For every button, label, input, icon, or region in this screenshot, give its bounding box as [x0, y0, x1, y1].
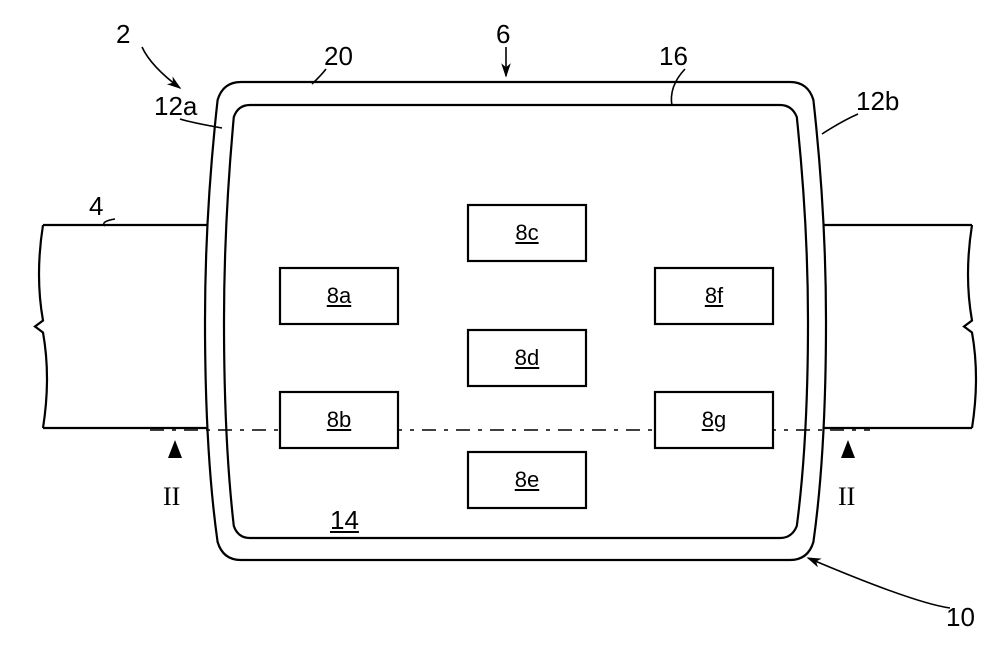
- section-marker: II: [838, 482, 855, 512]
- block-a: [280, 268, 398, 324]
- section-marker: II: [163, 482, 180, 512]
- block-f: [655, 268, 773, 324]
- label-16: 16: [659, 41, 688, 72]
- block-c: [468, 205, 586, 261]
- label-2: 2: [116, 19, 130, 50]
- diagram-svg: [0, 0, 1000, 652]
- block-e: [468, 452, 586, 508]
- label-4: 4: [89, 191, 103, 222]
- block-b: [280, 392, 398, 448]
- label-20: 20: [324, 41, 353, 72]
- label-12a: 12a: [154, 91, 197, 122]
- label-6: 6: [496, 19, 510, 50]
- label-12b: 12b: [856, 86, 899, 117]
- label-10: 10: [946, 602, 975, 633]
- block-g: [655, 392, 773, 448]
- block-d: [468, 330, 586, 386]
- label-14: 14: [330, 505, 359, 536]
